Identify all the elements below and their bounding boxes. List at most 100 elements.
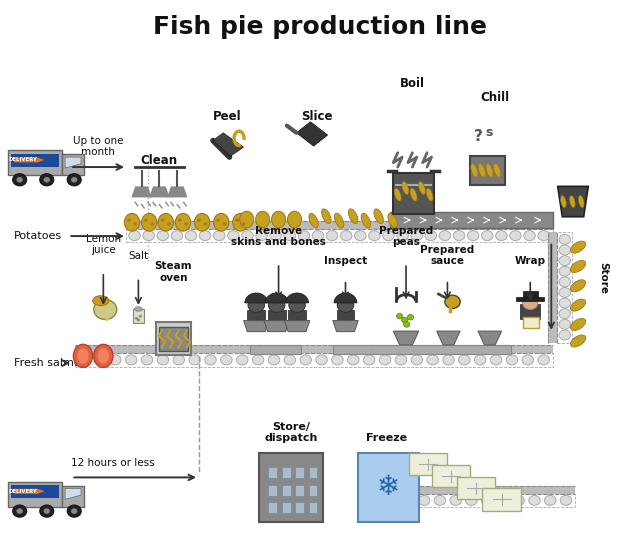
Ellipse shape: [93, 296, 109, 306]
Circle shape: [300, 355, 312, 365]
Circle shape: [364, 355, 375, 365]
Wedge shape: [245, 293, 268, 303]
FancyBboxPatch shape: [523, 317, 540, 329]
Bar: [8, 482, 62, 507]
Circle shape: [44, 177, 50, 183]
Circle shape: [411, 231, 422, 241]
Circle shape: [13, 505, 27, 517]
Text: Freeze: Freeze: [366, 433, 408, 443]
Bar: [11, 154, 59, 166]
Ellipse shape: [335, 213, 344, 228]
Circle shape: [228, 231, 239, 241]
Circle shape: [380, 355, 391, 365]
Bar: [548, 231, 557, 342]
Polygon shape: [14, 489, 45, 494]
Bar: [62, 154, 84, 175]
Circle shape: [529, 496, 540, 506]
Bar: [308, 502, 317, 513]
Text: DELIVERY: DELIVERY: [8, 158, 37, 163]
Bar: [159, 327, 188, 351]
Text: Salt: Salt: [129, 251, 148, 261]
Text: s: s: [485, 127, 493, 139]
Text: Remove
skins and bones: Remove skins and bones: [231, 225, 326, 247]
Text: 12 hours or less: 12 hours or less: [71, 458, 155, 468]
Ellipse shape: [271, 211, 285, 228]
Circle shape: [94, 300, 116, 320]
Circle shape: [214, 231, 225, 241]
Bar: [75, 354, 552, 366]
Circle shape: [524, 231, 535, 241]
Ellipse shape: [579, 195, 584, 208]
Circle shape: [538, 355, 549, 365]
Bar: [516, 297, 544, 301]
Circle shape: [466, 496, 477, 506]
Polygon shape: [131, 186, 152, 198]
Bar: [358, 452, 419, 522]
Bar: [8, 150, 62, 175]
Circle shape: [545, 496, 556, 506]
Circle shape: [17, 508, 23, 514]
Polygon shape: [333, 321, 358, 332]
Bar: [125, 221, 552, 229]
Circle shape: [93, 355, 105, 365]
Polygon shape: [436, 331, 460, 345]
Circle shape: [396, 314, 403, 319]
Circle shape: [189, 355, 200, 365]
Circle shape: [289, 298, 305, 312]
Circle shape: [348, 355, 359, 365]
Circle shape: [459, 355, 470, 365]
Bar: [384, 494, 575, 507]
Ellipse shape: [570, 280, 586, 292]
Circle shape: [252, 355, 264, 365]
Circle shape: [509, 231, 521, 241]
Ellipse shape: [106, 317, 109, 321]
Circle shape: [481, 231, 493, 241]
Circle shape: [173, 355, 184, 365]
Bar: [557, 231, 572, 342]
Circle shape: [559, 266, 570, 276]
Ellipse shape: [124, 214, 140, 231]
Ellipse shape: [471, 164, 477, 177]
Circle shape: [157, 355, 169, 365]
Circle shape: [513, 496, 524, 506]
Wedge shape: [265, 293, 288, 303]
Circle shape: [387, 496, 398, 506]
Circle shape: [268, 355, 280, 365]
Ellipse shape: [98, 348, 109, 364]
Ellipse shape: [134, 307, 142, 311]
Circle shape: [427, 355, 438, 365]
Bar: [390, 213, 552, 228]
Circle shape: [216, 219, 220, 222]
Ellipse shape: [426, 188, 433, 201]
Bar: [268, 310, 285, 321]
FancyBboxPatch shape: [483, 488, 521, 511]
Circle shape: [340, 231, 352, 241]
Bar: [62, 486, 84, 507]
Circle shape: [67, 174, 81, 186]
Text: Wrap: Wrap: [515, 256, 546, 266]
Circle shape: [395, 355, 406, 365]
Ellipse shape: [214, 214, 229, 231]
Bar: [268, 467, 277, 478]
Circle shape: [326, 231, 338, 241]
Circle shape: [171, 231, 182, 241]
Circle shape: [559, 330, 570, 340]
Circle shape: [523, 296, 538, 310]
Circle shape: [559, 319, 570, 329]
Ellipse shape: [309, 213, 318, 228]
Circle shape: [474, 355, 486, 365]
Bar: [393, 173, 434, 214]
Circle shape: [13, 174, 27, 186]
Circle shape: [506, 355, 518, 365]
Text: Clean: Clean: [141, 154, 178, 167]
Circle shape: [445, 295, 460, 309]
Circle shape: [403, 322, 410, 327]
Circle shape: [383, 231, 394, 241]
Circle shape: [538, 231, 549, 241]
Text: Chill: Chill: [481, 90, 510, 104]
Circle shape: [256, 231, 268, 241]
Circle shape: [200, 231, 211, 241]
Text: Inspect: Inspect: [324, 256, 367, 266]
Ellipse shape: [493, 164, 500, 177]
Circle shape: [40, 174, 54, 186]
